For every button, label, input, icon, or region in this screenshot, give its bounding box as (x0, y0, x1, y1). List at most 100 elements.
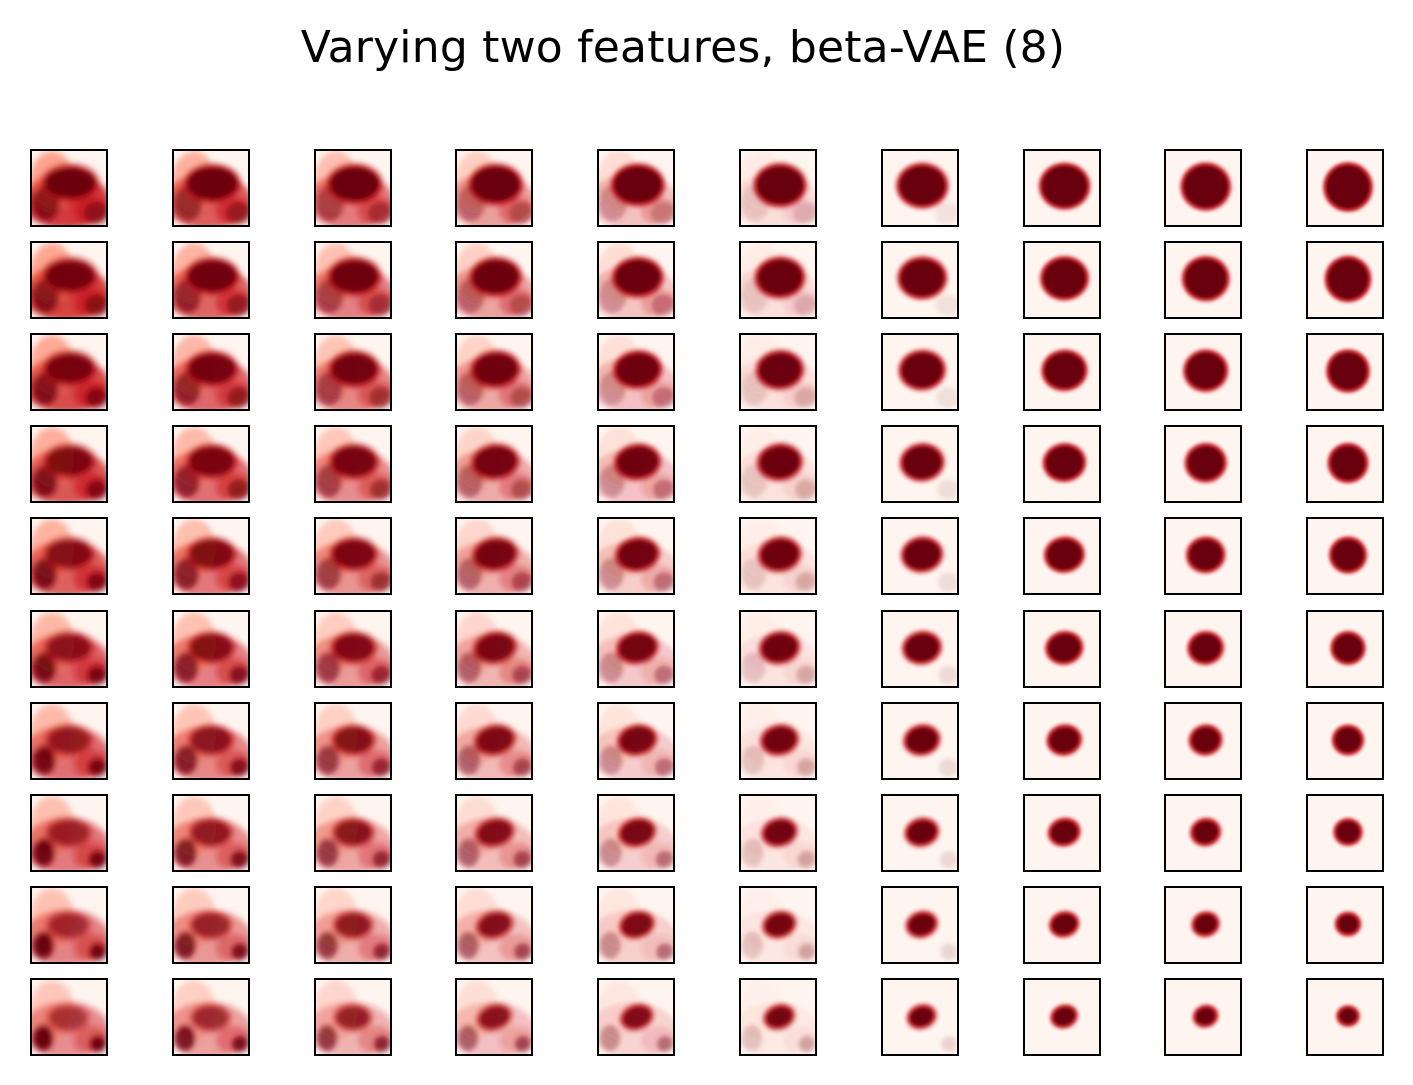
blob (189, 539, 234, 569)
blob (741, 651, 766, 683)
blob-image (1166, 979, 1241, 1054)
blob (188, 446, 235, 477)
blob (45, 446, 93, 476)
blob (936, 479, 957, 500)
blob (457, 558, 483, 590)
grid-cell (1306, 425, 1385, 504)
blob-image (882, 795, 957, 870)
blob-image (173, 611, 248, 686)
blob (332, 633, 374, 661)
blob-image (32, 703, 106, 778)
blob (759, 446, 801, 479)
blob-image (457, 243, 532, 318)
blob (938, 665, 957, 684)
blob-image (1166, 795, 1241, 870)
blob (600, 931, 621, 959)
blob (937, 572, 957, 592)
blob (1047, 633, 1081, 662)
blob (622, 1006, 652, 1028)
blob-image (882, 519, 957, 594)
blob (174, 931, 196, 959)
grid-cell (880, 885, 959, 964)
grid-cell (1022, 425, 1101, 504)
blob (1330, 445, 1366, 481)
blob (458, 838, 480, 867)
grid-cell (880, 793, 959, 872)
blob (1041, 165, 1088, 207)
blob (599, 838, 622, 867)
blob (796, 665, 815, 684)
blob-image (315, 611, 390, 686)
blob-image (741, 427, 815, 502)
grid-cell (455, 977, 534, 1056)
blob-image (315, 519, 390, 594)
grid-cell (880, 241, 959, 320)
blob (370, 665, 390, 684)
blob-image (882, 611, 957, 686)
blob-image (173, 335, 248, 410)
grid-cell (30, 241, 108, 320)
blob-image (457, 887, 532, 962)
grid-cell (30, 977, 108, 1056)
blob (509, 202, 532, 224)
blob-image (32, 427, 106, 502)
grid-cell (597, 517, 676, 596)
blob (904, 633, 939, 662)
blob-image (457, 703, 532, 778)
blob-image (741, 335, 815, 410)
blob (44, 260, 95, 292)
grid-cell (171, 609, 250, 688)
blob-image (457, 795, 532, 870)
grid-cell (1164, 609, 1243, 688)
blob-image (1308, 243, 1383, 318)
blob-image (1024, 795, 1099, 870)
blob (46, 633, 91, 661)
blob (316, 838, 339, 867)
blob-image (32, 979, 106, 1054)
blob (1190, 633, 1222, 662)
blob (85, 387, 106, 408)
blob-image (741, 151, 815, 225)
blob (174, 651, 198, 683)
grid-cell (880, 517, 959, 596)
grid-cell (1164, 701, 1243, 780)
blob-image (1308, 979, 1383, 1054)
blob (1193, 820, 1219, 844)
blob (514, 943, 532, 960)
grid-cell (171, 885, 250, 964)
blob (1046, 539, 1082, 571)
blob (510, 294, 532, 316)
blob (187, 260, 237, 293)
grid-cell (30, 425, 108, 504)
blob (192, 1006, 229, 1030)
blob (189, 633, 233, 661)
blob (795, 479, 815, 500)
grid-cell (1164, 517, 1243, 596)
grid-cell (30, 885, 108, 964)
grid-cell (1022, 149, 1101, 227)
blob (174, 558, 199, 590)
blob-image (1308, 795, 1383, 870)
blob (652, 387, 674, 408)
blob (757, 259, 803, 296)
blob (474, 446, 518, 478)
blob (653, 572, 674, 592)
blob (1191, 726, 1221, 753)
blob-image (741, 703, 815, 778)
blob (901, 352, 943, 388)
grid-cell (1164, 149, 1243, 227)
blob (614, 259, 662, 295)
blob-image (315, 795, 390, 870)
blob (651, 202, 674, 224)
grid-cell (880, 333, 959, 412)
blob-image (32, 519, 106, 594)
blob (190, 726, 232, 753)
grid-cell (880, 701, 959, 780)
blob (764, 913, 794, 936)
blob-image (1308, 151, 1383, 225)
blob (227, 479, 248, 500)
blob (334, 913, 371, 937)
grid-cell (1164, 425, 1243, 504)
grid-cell (1306, 609, 1385, 688)
blob (741, 931, 763, 959)
